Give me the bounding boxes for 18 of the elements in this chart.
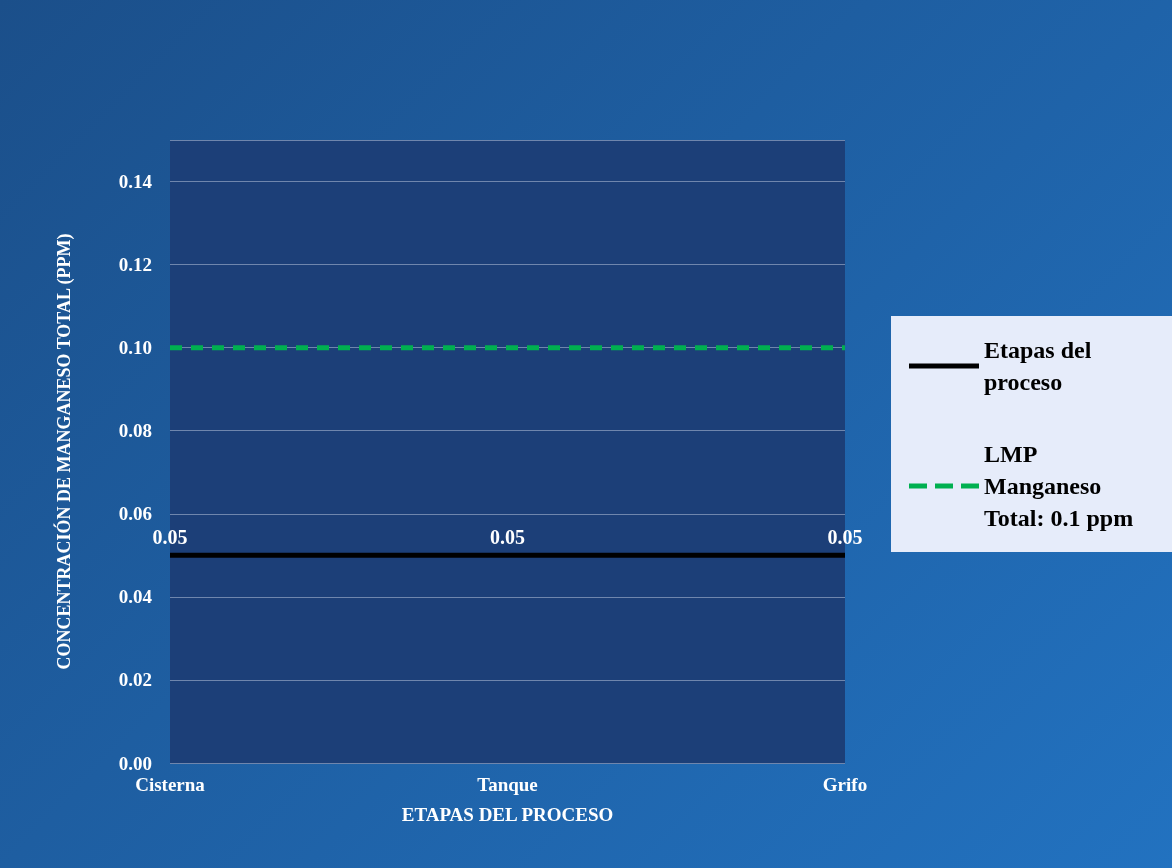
y-tick-label: 0.14: [118, 171, 153, 193]
y-tick-label: 0.04: [118, 586, 153, 608]
legend-label: Etapas del proceso: [984, 337, 1098, 395]
y-tick-label: 0.10: [118, 337, 152, 359]
y-axis-title: CONCENTRACIÓN DE MANGANESO TOTAL (PPM): [53, 233, 75, 670]
x-axis-title: ETAPAS DEL PROCESO: [401, 804, 614, 825]
data-label: 0.05: [490, 526, 525, 549]
x-tick-label: Tanque: [477, 774, 538, 795]
y-tick-label: 0.06: [118, 503, 152, 525]
data-label: 0.05: [152, 526, 188, 549]
y-tick-label: 0.02: [118, 669, 152, 691]
y-tick-label: 0.08: [118, 420, 152, 442]
x-tick-label: Cisterna: [135, 774, 206, 795]
y-tick-label: 0.12: [118, 254, 152, 276]
data-label: 0.05: [827, 526, 863, 549]
y-tick-label: 0.00: [118, 752, 152, 774]
legend-label: LMP Manganeso Total: 0.1 ppm: [984, 441, 1134, 531]
x-tick-label: Grifo: [822, 774, 868, 795]
